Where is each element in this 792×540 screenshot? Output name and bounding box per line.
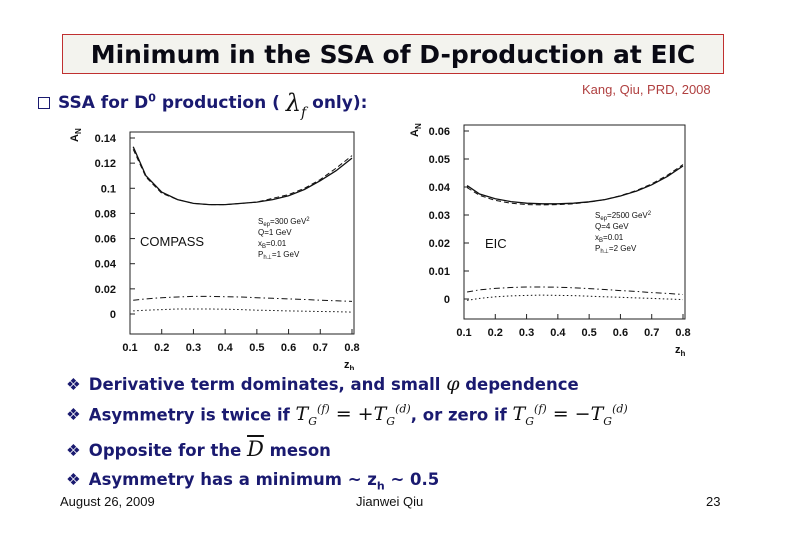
checkbox-bullet-icon — [38, 97, 50, 109]
x-tick-label: 0.7 — [313, 342, 328, 354]
y-tick-label: 0.14 — [95, 133, 117, 145]
x-tick-label: 0.3 — [186, 342, 201, 354]
series-line-solid — [466, 165, 684, 205]
parameter-line: xB=0.01 — [595, 233, 624, 244]
parameter-line: Sep=300 GeV2 — [258, 217, 310, 228]
parameter-line: Q=4 GeV — [595, 222, 629, 231]
lambda-symbol: λf — [285, 89, 307, 121]
slide-title: Minimum in the SSA of D-production at EI… — [90, 40, 696, 69]
diamond-bullet-icon: ❖ — [66, 405, 81, 425]
bullet-3: ❖ Opposite for the D meson — [66, 437, 331, 461]
bullet-2: ❖ Asymmetry is twice if TG(f) = +TG(d), o… — [66, 403, 628, 429]
x-tick-label: 0.3 — [519, 327, 534, 339]
footer-page-number: 23 — [706, 494, 721, 509]
diamond-bullet-icon: ❖ — [66, 375, 81, 394]
y-tick-label: 0.05 — [429, 154, 450, 166]
x-tick-label: 0.1 — [122, 342, 137, 354]
x-axis-label: zh — [344, 359, 355, 370]
x-axis-label: zh — [675, 344, 686, 358]
diamond-bullet-icon: ❖ — [66, 441, 81, 460]
bullet-4: ❖ Asymmetry has a minimum ~ zh ~ 0.5 — [66, 470, 440, 493]
y-tick-label: 0.12 — [95, 158, 116, 170]
chart-eic: 0 0.01 0.02 0.03 0.04 0.05 0.06 0.1 0.2 0.3 0.4 0.5… — [409, 123, 691, 358]
x-tick-label: 0.2 — [488, 327, 503, 339]
x-tick-label: 0.8 — [344, 342, 359, 354]
plot-frame — [463, 124, 686, 320]
x-tick-label: 0.4 — [217, 342, 233, 354]
series-line-dotted — [467, 294, 684, 301]
bullet-1: ❖ Derivative term dominates, and small φ … — [66, 373, 579, 395]
y-tick-label: 0.06 — [429, 126, 450, 138]
y-tick-label: 0.02 — [95, 284, 116, 296]
y-tick-label: 0 — [110, 309, 116, 321]
title-box: Minimum in the SSA of D-production at EI… — [62, 34, 724, 74]
x-tick-label: 0.1 — [456, 327, 471, 339]
chart-compass: 0 0.02 0.04 0.06 0.08 0.1 0.12 0.14 0.1 0.2 0.3 0.4… — [69, 128, 360, 370]
footer-date: August 26, 2009 — [60, 494, 155, 509]
panel-label: COMPASS — [140, 234, 204, 249]
y-tick-label: 0.03 — [429, 210, 450, 222]
y-tick-label: 0.04 — [429, 182, 451, 194]
plot-frame — [129, 131, 355, 335]
y-tick-label: 0.1 — [101, 183, 116, 195]
subheading: SSA for D0 production ( λf only): — [38, 86, 367, 121]
series-line-dashed — [466, 164, 684, 206]
parameter-line: Sep=2500 GeV2 — [595, 211, 652, 222]
x-tick-label: 0.8 — [675, 327, 690, 339]
footer-author: Jianwei Qiu — [356, 494, 424, 509]
x-tick-label: 0.5 — [249, 342, 264, 354]
series-line-dashed — [132, 149, 353, 206]
x-tick-label: 0.6 — [613, 327, 628, 339]
reference: Kang, Qiu, PRD, 2008 — [582, 82, 711, 97]
x-tick-label: 0.7 — [644, 327, 659, 339]
x-tick-label: 0.5 — [581, 327, 596, 339]
y-tick-label: 0.02 — [429, 238, 450, 250]
parameter-line: Q=1 GeV — [258, 228, 292, 237]
x-tick-label: 0.6 — [281, 342, 296, 354]
y-tick-label: 0.06 — [95, 234, 116, 246]
x-tick-label: 0.4 — [550, 327, 566, 339]
y-tick-label: 0.01 — [429, 266, 450, 278]
y-tick-label: 0.08 — [95, 208, 116, 220]
diamond-bullet-icon: ❖ — [66, 470, 81, 489]
y-axis-label: AN — [409, 123, 423, 137]
series-line-dashdot — [467, 286, 684, 295]
parameter-line: xB=0.01 — [258, 239, 287, 250]
panel-label: EIC — [485, 236, 507, 251]
parameter-line: Ph⊥=1 GeV — [258, 250, 300, 261]
y-axis-label: AN — [69, 128, 83, 142]
parameter-line: Ph⊥=2 GeV — [595, 244, 637, 255]
x-tick-label: 0.2 — [154, 342, 169, 354]
series-line-dotted — [133, 308, 353, 313]
series-line-dashdot — [133, 295, 353, 302]
y-tick-label: 0 — [444, 294, 450, 306]
y-tick-label: 0.04 — [95, 259, 117, 271]
series-line-solid — [132, 146, 353, 206]
